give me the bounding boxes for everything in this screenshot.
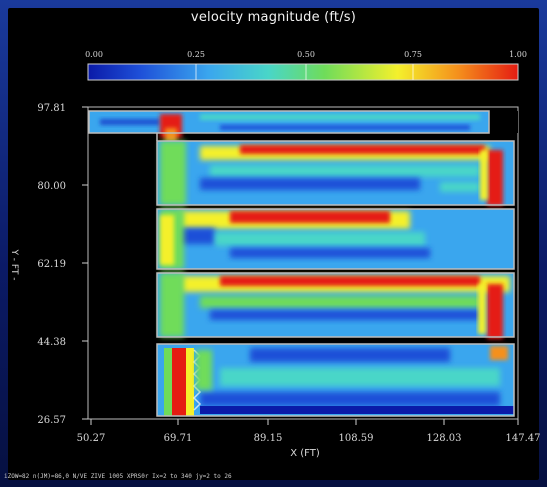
colorbar-tick-2: 0.50 bbox=[297, 50, 315, 59]
colorbar-tick-0: 0.00 bbox=[85, 50, 103, 59]
channel-4 bbox=[157, 344, 514, 416]
channel-1 bbox=[157, 141, 514, 206]
chart-title: velocity magnitude (ft/s) bbox=[190, 10, 357, 25]
channel-2 bbox=[157, 209, 514, 269]
y-tick-3: 44.38 bbox=[37, 337, 66, 348]
colorbar-tick-4: 1.00 bbox=[509, 50, 527, 59]
colorbar-tick-3: 0.75 bbox=[404, 50, 422, 59]
y-axis-ticks bbox=[82, 106, 88, 420]
x-tick-1: 69.71 bbox=[164, 433, 193, 444]
y-tick-1: 80.00 bbox=[37, 181, 66, 192]
inlet-channel bbox=[89, 111, 518, 142]
y-tick-2: 62.19 bbox=[37, 259, 66, 270]
x-axis-ticks bbox=[90, 419, 519, 425]
channel-walls bbox=[88, 110, 515, 417]
x-axis-label: X (FT) bbox=[290, 448, 320, 459]
x-tick-5: 147.47 bbox=[506, 433, 541, 444]
y-tick-4: 26.57 bbox=[37, 415, 66, 426]
colorbar bbox=[87, 63, 519, 81]
x-tick-2: 89.15 bbox=[254, 433, 283, 444]
channel-3 bbox=[157, 273, 514, 339]
x-tick-0: 50.27 bbox=[77, 433, 106, 444]
y-tick-0: 97.81 bbox=[37, 103, 66, 114]
x-tick-4: 128.03 bbox=[427, 433, 462, 444]
colorbar-tick-1: 0.25 bbox=[187, 50, 205, 59]
status-footer: iZOW=82 n(JM)=86,0 N/VE ZIVE 1005 XPRS0r… bbox=[4, 473, 232, 480]
velocity-field bbox=[89, 111, 518, 416]
y-axis-label: Y - FT - bbox=[9, 248, 19, 280]
x-tick-3: 108.59 bbox=[339, 433, 374, 444]
